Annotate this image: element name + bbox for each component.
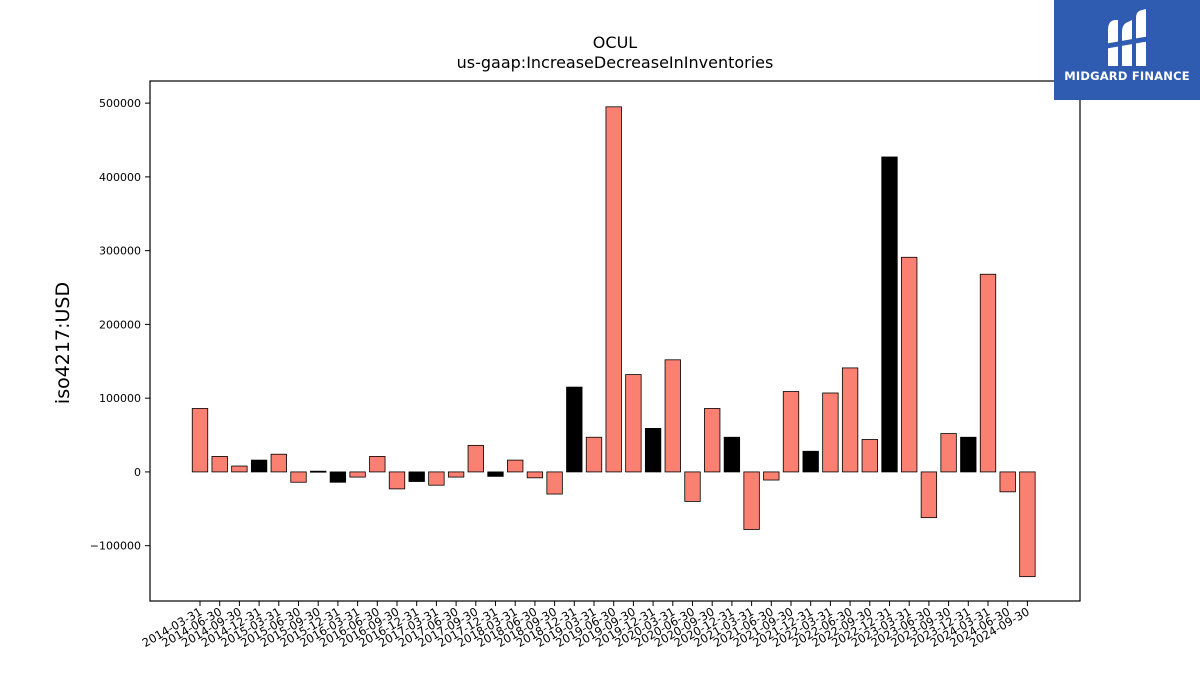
x-axis: 2014-03-312014-06-302014-09-302014-12-31…: [140, 601, 1032, 650]
bar-2014-06-30: [211, 456, 228, 473]
bar-2020-12-31: [723, 436, 741, 473]
bar-2024-06-30: [999, 471, 1016, 493]
bar-2017-06-30: [447, 471, 465, 478]
bar-2023-03-31: [901, 256, 918, 473]
y-tick-label: 100000: [99, 392, 141, 405]
logo-text: MIDGARD FINANCE: [1064, 69, 1190, 83]
plot-frame: [149, 80, 1081, 602]
bar-2023-12-31: [960, 436, 977, 473]
bar-series: [191, 106, 1036, 578]
bar-2021-12-31: [802, 450, 819, 473]
chart-subtitle: us-gaap:IncreaseDecreaseInInventories: [457, 53, 774, 72]
bar-2020-06-30: [684, 471, 701, 502]
chart-title: OCUL: [593, 33, 637, 52]
y-tick-label: 500000: [99, 97, 141, 110]
bar-2018-03-31: [507, 459, 524, 473]
bar-2022-09-30: [861, 439, 878, 473]
bar-2023-06-30: [920, 471, 938, 519]
bar-2015-09-30: [310, 470, 327, 473]
bar-2022-12-31: [881, 156, 898, 473]
bar-2023-09-30: [940, 433, 957, 473]
bar-2020-03-31: [664, 359, 681, 473]
bar-2018-06-30: [526, 471, 544, 479]
bar-2024-09-30: [1019, 471, 1036, 578]
bar-2024-03-31: [979, 273, 997, 473]
y-axis: −100000 0 100000 200000 300000 400000 500000: [90, 97, 150, 553]
y-tick-label: 0: [134, 466, 141, 479]
midgard-finance-logo: MIDGARD FINANCE: [1054, 0, 1200, 100]
bar-2016-12-31: [408, 471, 425, 482]
bar-2022-06-30: [841, 367, 859, 473]
bar-2016-03-31: [349, 471, 366, 478]
y-tick-label: 300000: [99, 245, 141, 258]
midgard-logo-icon: [1104, 9, 1150, 66]
bar-2021-06-30: [763, 471, 780, 481]
bar-2019-09-30: [625, 374, 642, 473]
bar-2021-09-30: [782, 391, 800, 473]
bar-2018-09-30: [546, 471, 563, 495]
bar-2020-09-30: [704, 408, 721, 473]
bar-2015-03-31: [270, 453, 287, 473]
bar-2019-03-31: [585, 436, 603, 473]
bar-2014-03-31: [191, 408, 209, 473]
y-tick-label: 400000: [99, 171, 141, 184]
bar-2018-12-31: [566, 386, 583, 473]
bar-2021-03-31: [743, 471, 760, 530]
y-tick-label: −100000: [90, 540, 141, 553]
bar-2022-03-31: [822, 392, 839, 473]
bar-2016-09-30: [388, 471, 406, 490]
bar-2019-12-31: [644, 428, 662, 473]
bar-2017-12-31: [487, 471, 504, 477]
bar-2016-06-30: [369, 456, 386, 473]
bar-2014-12-31: [250, 459, 268, 473]
bar-2017-03-31: [428, 471, 445, 486]
y-tick-label: 200000: [99, 318, 141, 331]
bar-2015-06-30: [290, 471, 307, 483]
bar-2019-06-30: [605, 106, 622, 473]
bar-2014-09-30: [231, 465, 248, 473]
y-axis-label: iso4217:USD: [52, 282, 74, 404]
bar-2017-09-30: [467, 444, 484, 473]
bar-2015-12-31: [329, 471, 347, 483]
